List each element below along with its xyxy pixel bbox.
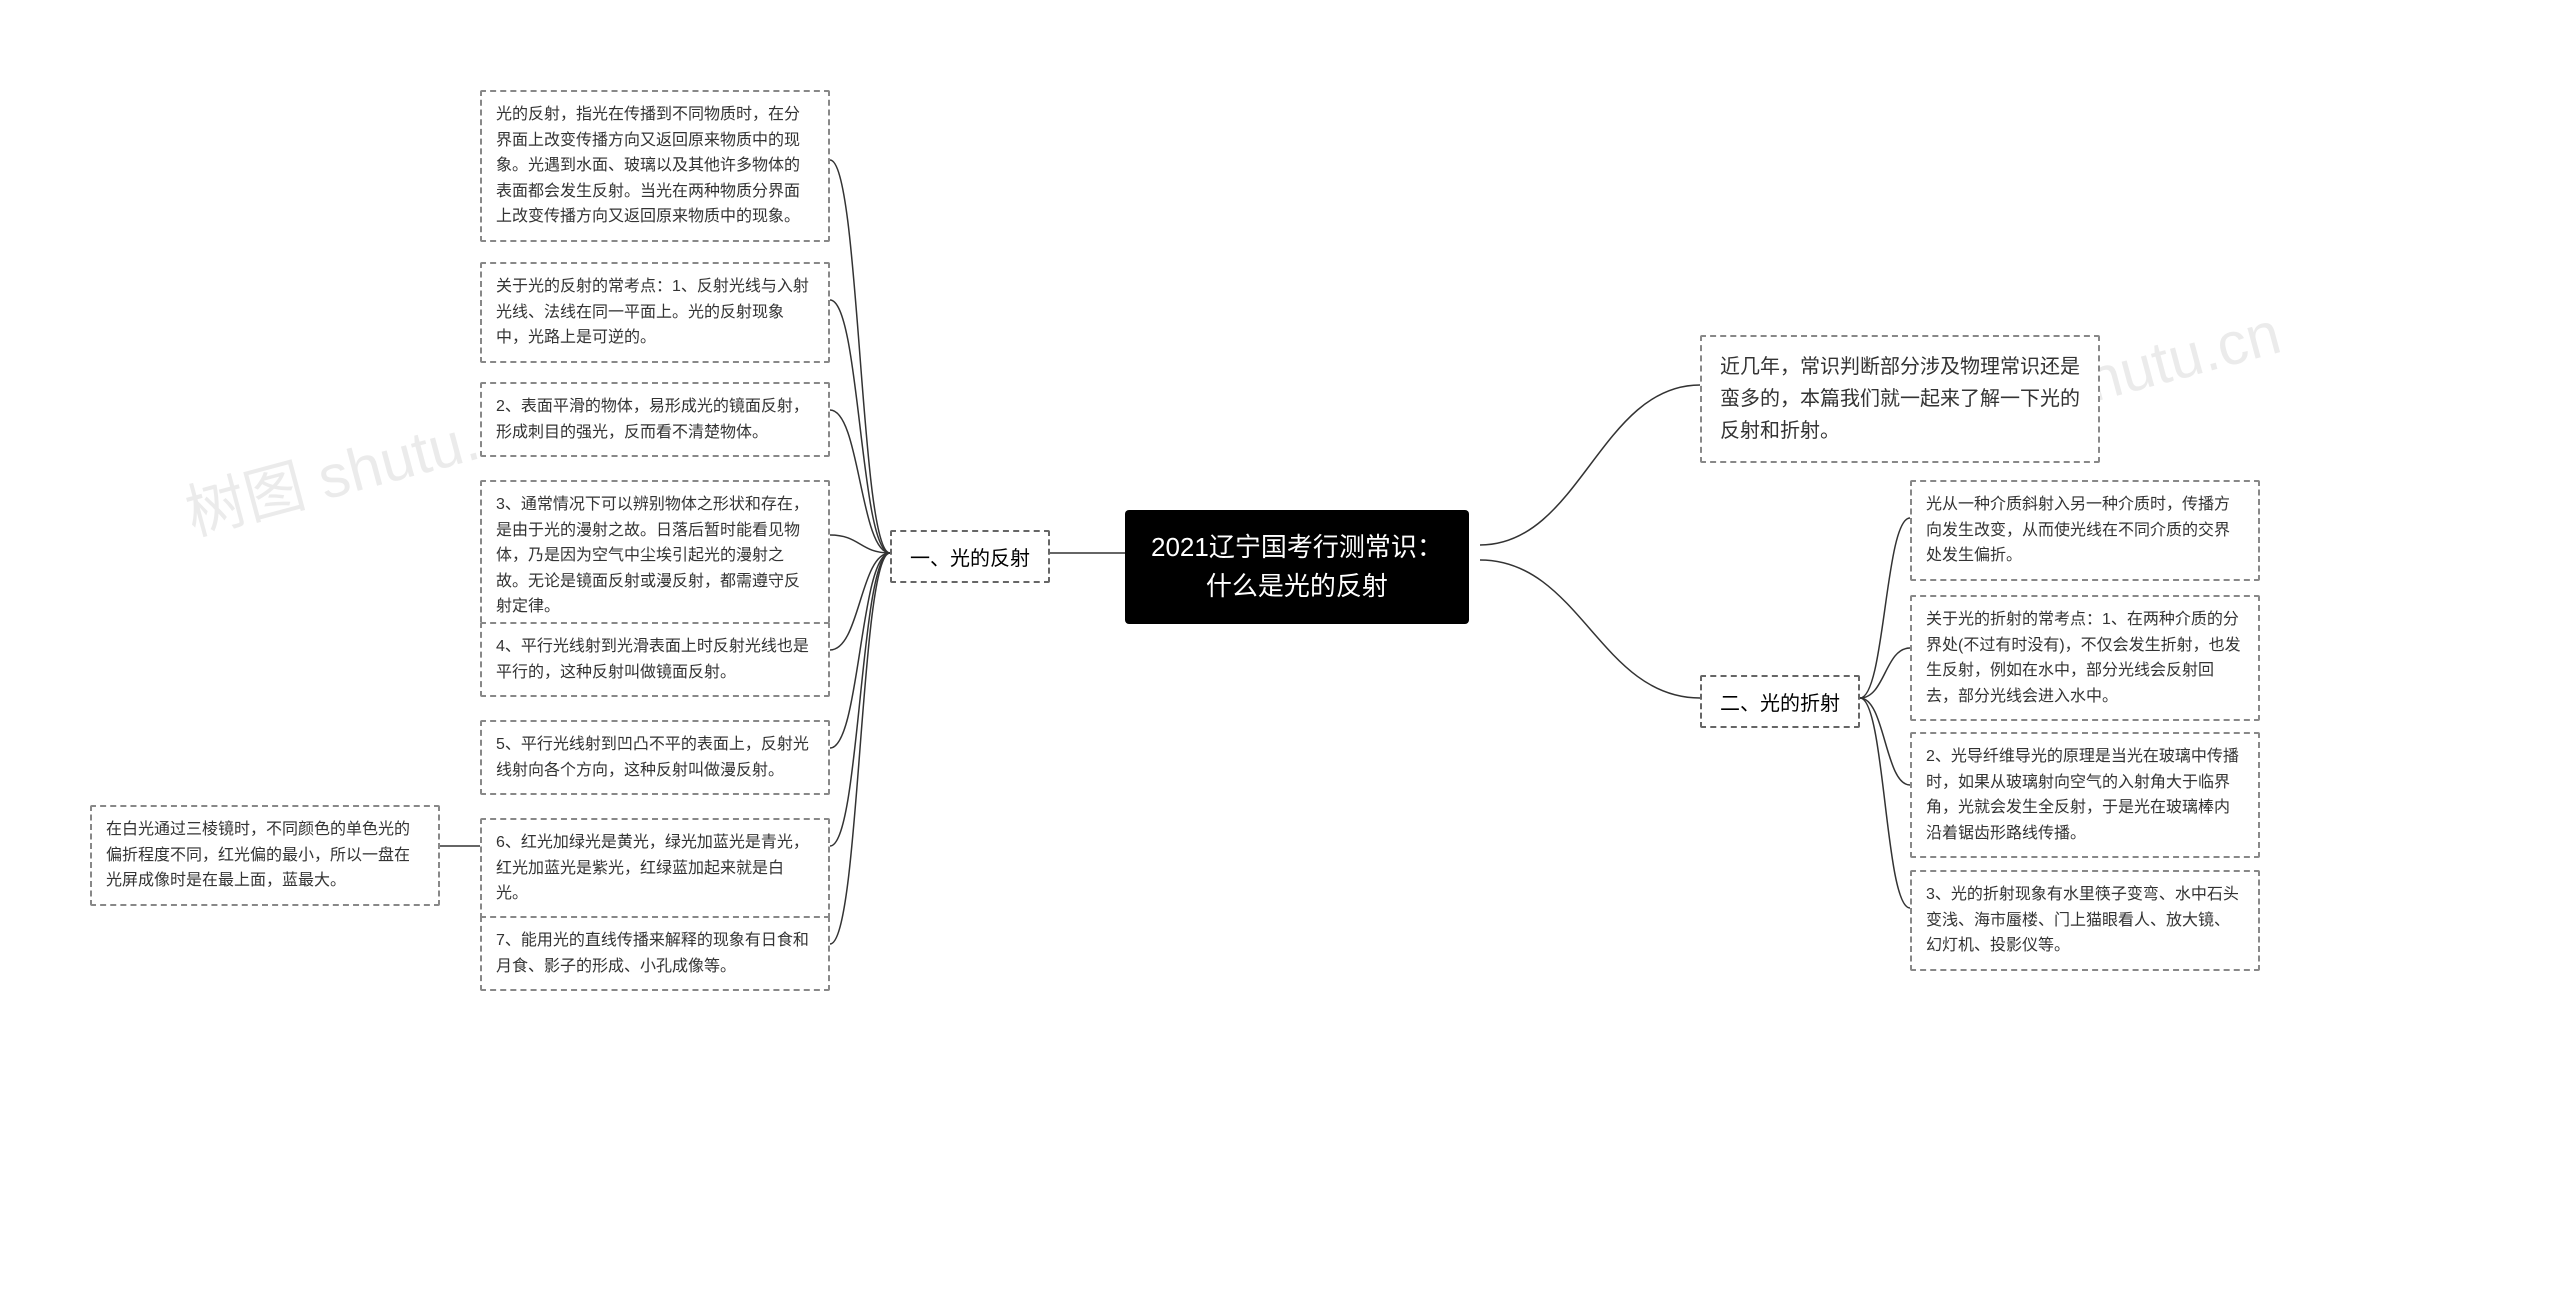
reflection-item: 5、平行光线射到凹凸不平的表面上，反射光线射向各个方向，这种反射叫做漫反射。 xyxy=(480,720,830,795)
reflection-item: 关于光的反射的常考点：1、反射光线与入射光线、法线在同一平面上。光的反射现象中，… xyxy=(480,262,830,363)
root-title-line2: 什么是光的反射 xyxy=(1206,571,1388,601)
reflection-item: 光的反射，指光在传播到不同物质时，在分界面上改变传播方向又返回原来物质中的现象。… xyxy=(480,90,830,242)
refraction-item: 关于光的折射的常考点：1、在两种介质的分界处(不过有时没有)，不仅会发生折射，也… xyxy=(1910,595,2260,721)
reflection-item: 6、红光加绿光是黄光，绿光加蓝光是青光，红光加蓝光是紫光，红绿蓝加起来就是白光。 xyxy=(480,818,830,919)
section-reflection: 一、光的反射 xyxy=(890,530,1050,583)
refraction-item: 3、光的折射现象有水里筷子变弯、水中石头变浅、海市蜃楼、门上猫眼看人、放大镜、幻… xyxy=(1910,870,2260,971)
reflection-item: 4、平行光线射到光滑表面上时反射光线也是平行的，这种反射叫做镜面反射。 xyxy=(480,622,830,697)
refraction-item: 光从一种介质斜射入另一种介质时，传播方向发生改变，从而使光线在不同介质的交界处发… xyxy=(1910,480,2260,581)
reflection-item: 2、表面平滑的物体，易形成光的镜面反射，形成刺目的强光，反而看不清楚物体。 xyxy=(480,382,830,457)
reflection-item: 3、通常情况下可以辨别物体之形状和存在，是由于光的漫射之故。日落后暂时能看见物体… xyxy=(480,480,830,632)
refraction-item: 2、光导纤维导光的原理是当光在玻璃中传播时，如果从玻璃射向空气的入射角大于临界角… xyxy=(1910,732,2260,858)
section-refraction: 二、光的折射 xyxy=(1700,675,1860,728)
reflection-sub-item: 在白光通过三棱镜时，不同颜色的单色光的偏折程度不同，红光偏的最小，所以一盘在光屏… xyxy=(90,805,440,906)
intro-text: 近几年，常识判断部分涉及物理常识还是蛮多的，本篇我们就一起来了解一下光的反射和折… xyxy=(1700,335,2100,463)
root-title-line1: 2021辽宁国考行测常识： xyxy=(1151,532,1443,562)
reflection-item: 7、能用光的直线传播来解释的现象有日食和月食、影子的形成、小孔成像等。 xyxy=(480,916,830,991)
mindmap-root: 2021辽宁国考行测常识： 什么是光的反射 xyxy=(1125,510,1469,624)
